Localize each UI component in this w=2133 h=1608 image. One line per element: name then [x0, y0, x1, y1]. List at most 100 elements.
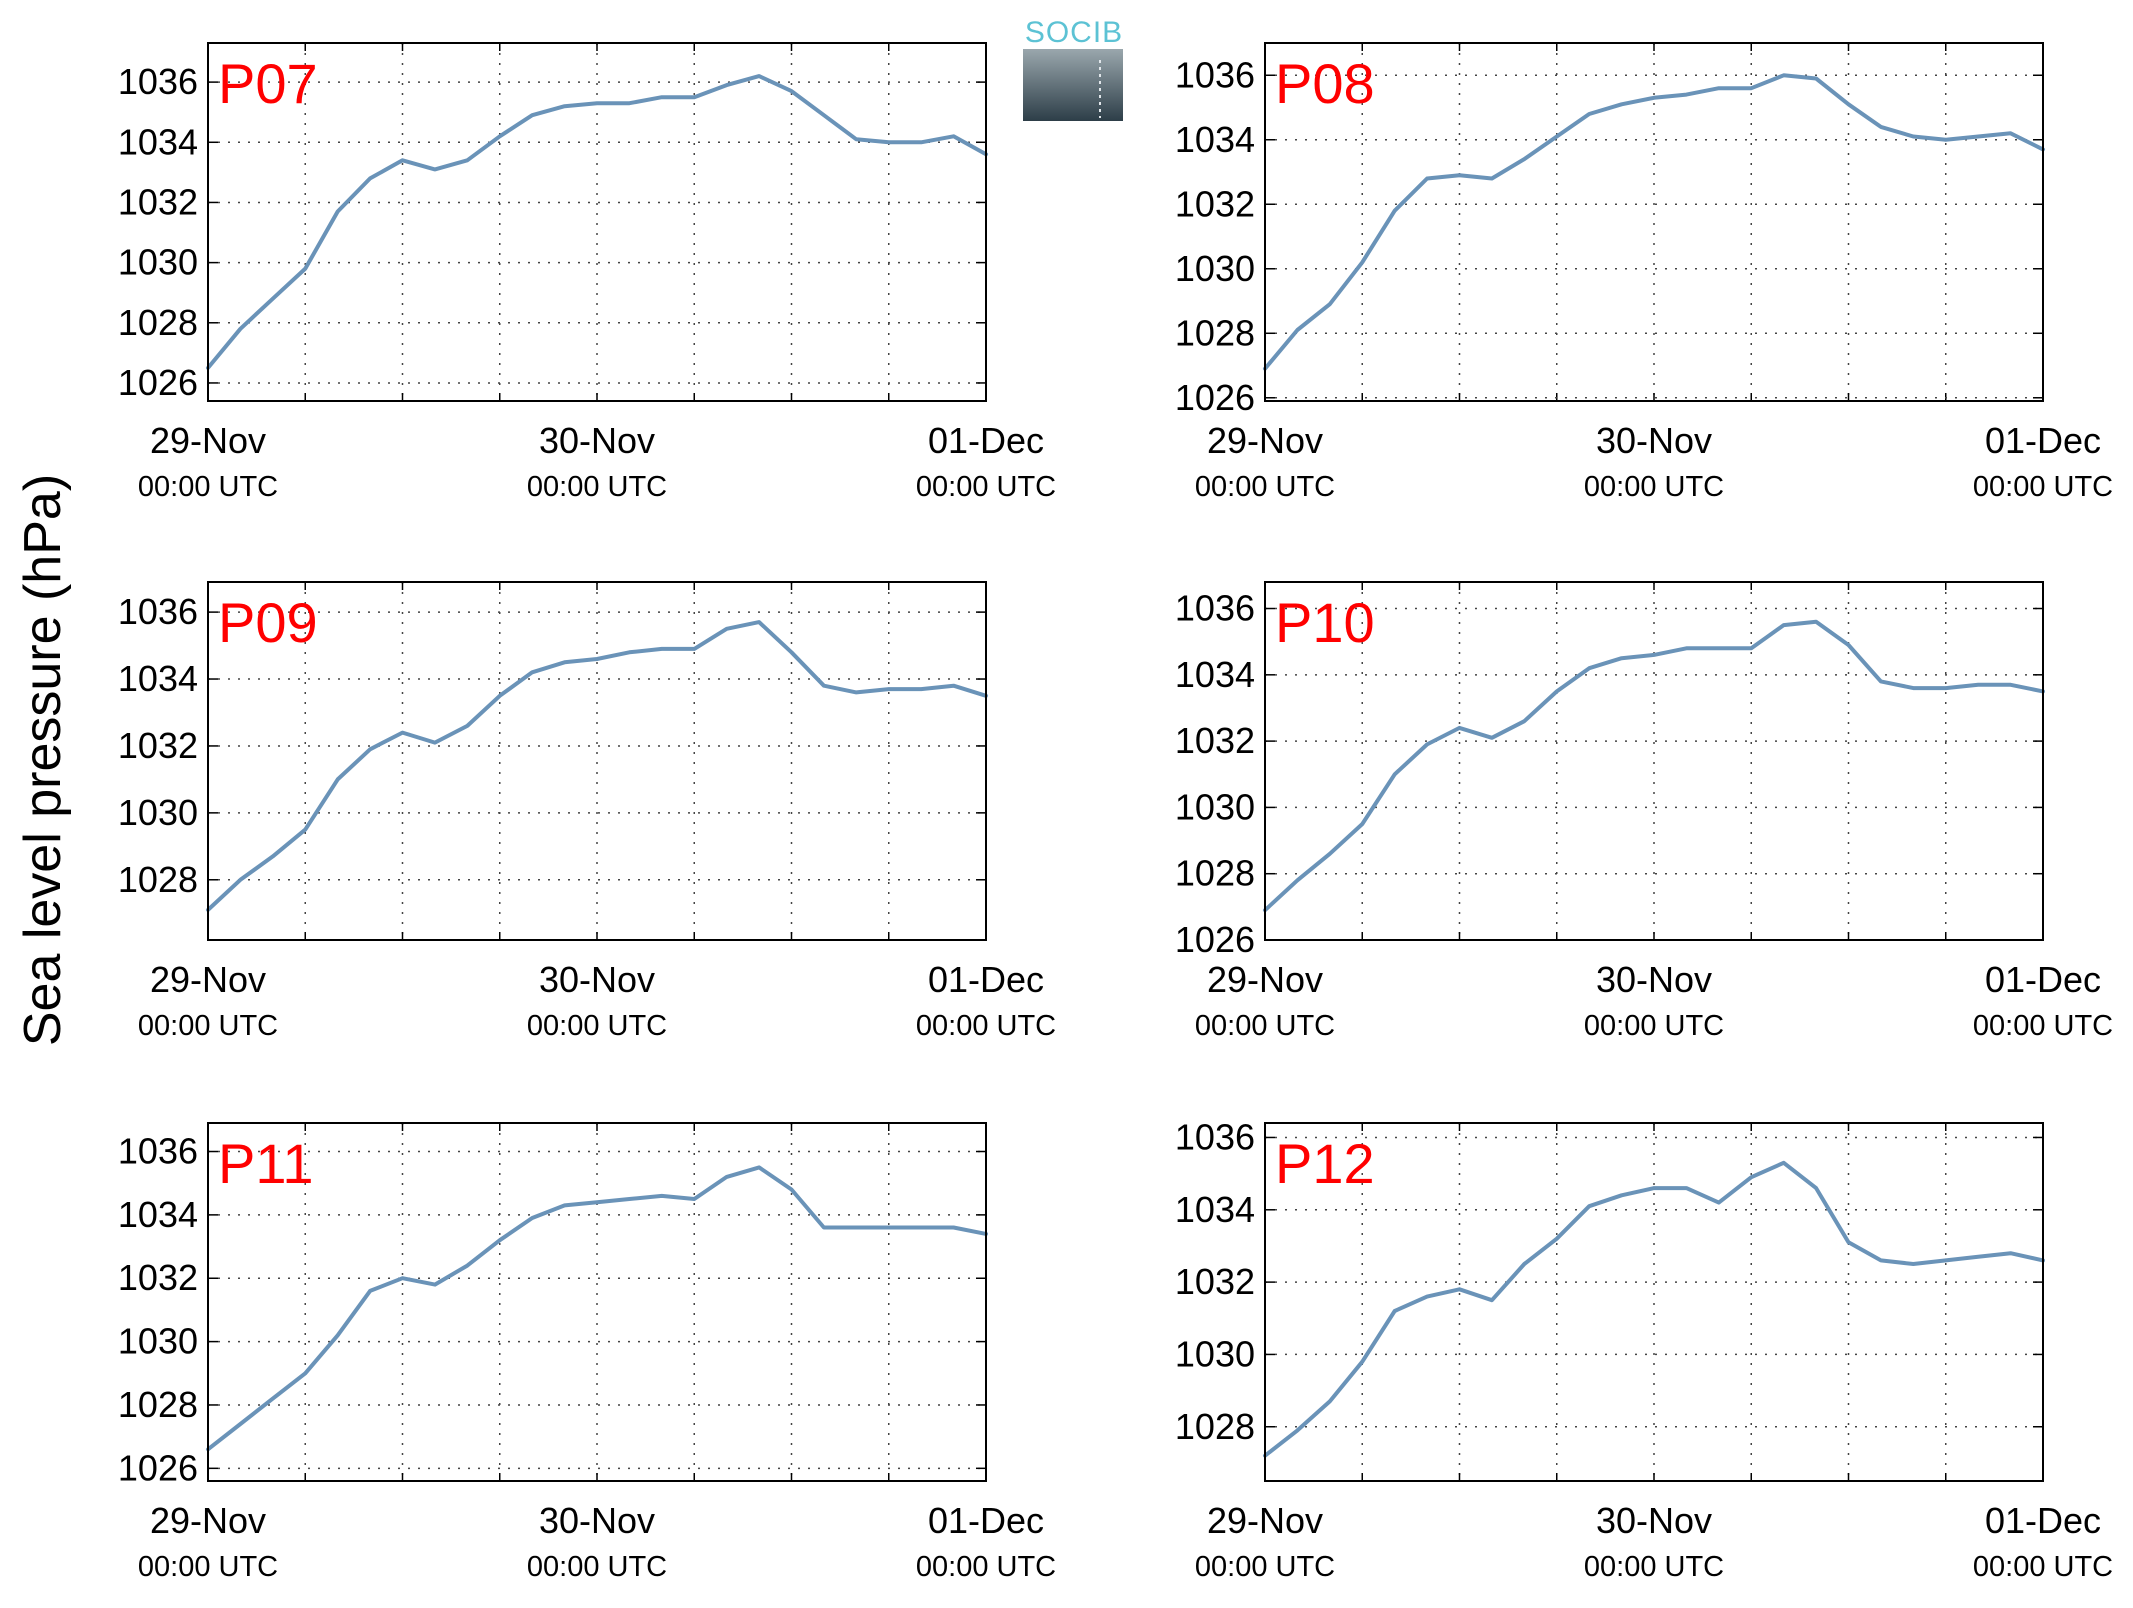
y-tick-label: 1034 [1175, 119, 1255, 160]
x-tick-sublabel: 00:00 UTC [1973, 1010, 2113, 1042]
series-line [1263, 619, 2045, 913]
y-tick-label: 1032 [118, 181, 198, 222]
x-tick-sublabel: 00:00 UTC [1584, 1010, 1724, 1042]
x-tick-label: 30-Nov [1596, 420, 1712, 461]
axes-frame [207, 1122, 987, 1482]
x-tick-sublabel: 00:00 UTC [916, 471, 1056, 503]
x-tick-label: 01-Dec [1985, 959, 2101, 1000]
y-tick-label: 1030 [1175, 1333, 1255, 1374]
x-tick-label: 29-Nov [150, 959, 266, 1000]
y-tick-label: 1036 [118, 1131, 198, 1172]
y-tick-label: 1032 [118, 1257, 198, 1298]
series-line [1263, 1160, 2045, 1458]
socib-logo-text: SOCIB [1025, 16, 1123, 49]
y-tick-label: 1032 [118, 725, 198, 766]
x-tick-label: 01-Dec [928, 959, 1044, 1000]
x-tick-sublabel: 00:00 UTC [1973, 1551, 2113, 1583]
axes-frame [1264, 1122, 2044, 1482]
x-tick-sublabel: 00:00 UTC [916, 1010, 1056, 1042]
x-tick-label: 01-Dec [1985, 420, 2101, 461]
y-tick-label: 1034 [1175, 654, 1255, 695]
axes-frame [207, 581, 987, 941]
x-tick-label: 30-Nov [539, 959, 655, 1000]
x-tick-sublabel: 00:00 UTC [138, 471, 278, 503]
panels: 1026 1028 1030 1032 1034 1036 29-Nov 00:00 UTC 3… [118, 42, 2113, 1583]
x-tick-sublabel: 00:00 UTC [527, 1010, 667, 1042]
panel-label: P12 [1275, 1132, 1375, 1195]
series-line [206, 74, 988, 370]
y-tick-label: 1028 [1175, 853, 1255, 894]
y-tick-label: 1032 [1175, 183, 1255, 224]
socib-logo-mark [1023, 49, 1123, 121]
plot-area [1265, 43, 2043, 401]
series-line [206, 1165, 988, 1452]
x-tick-sublabel: 00:00 UTC [1973, 471, 2113, 503]
x-tick-label: 29-Nov [1207, 1500, 1323, 1541]
x-tick-sublabel: 00:00 UTC [916, 1551, 1056, 1583]
series-line [206, 620, 988, 912]
y-axis-title: Sea level pressure (hPa) [14, 474, 72, 1046]
x-tick-sublabel: 00:00 UTC [138, 1010, 278, 1042]
y-tick-label: 1036 [1175, 54, 1255, 95]
panel-label: P07 [218, 52, 318, 115]
y-tick-label: 1036 [1175, 1116, 1255, 1157]
y-tick-label: 1028 [118, 302, 198, 343]
axes-frame [1264, 42, 2044, 402]
y-tick-label: 1026 [1175, 377, 1255, 418]
x-tick-sublabel: 00:00 UTC [1584, 471, 1724, 503]
x-tick-label: 29-Nov [1207, 420, 1323, 461]
chart-panel-p08: 1026 1028 1030 1032 1034 1036 29-Nov 00:00 UTC 3… [1175, 42, 2113, 503]
y-tick-label: 1030 [1175, 786, 1255, 827]
y-tick-label: 1032 [1175, 1261, 1255, 1302]
plot-area [208, 582, 986, 940]
x-tick-label: 01-Dec [928, 420, 1044, 461]
y-tick-label: 1028 [118, 859, 198, 900]
y-tick-label: 1034 [118, 658, 198, 699]
x-tick-label: 29-Nov [1207, 959, 1323, 1000]
axes-frame [207, 42, 987, 402]
x-tick-sublabel: 00:00 UTC [527, 1551, 667, 1583]
panel-label: P08 [1275, 52, 1375, 115]
x-tick-sublabel: 00:00 UTC [138, 1551, 278, 1583]
x-tick-sublabel: 00:00 UTC [1584, 1551, 1724, 1583]
y-tick-label: 1028 [1175, 312, 1255, 353]
x-tick-label: 30-Nov [539, 1500, 655, 1541]
plot-area [1265, 1123, 2043, 1481]
y-tick-label: 1030 [118, 792, 198, 833]
series-line [1263, 73, 2045, 371]
y-tick-label: 1032 [1175, 720, 1255, 761]
y-tick-label: 1036 [118, 591, 198, 632]
y-tick-label: 1034 [1175, 1189, 1255, 1230]
plot-area [1265, 582, 2043, 940]
x-tick-sublabel: 00:00 UTC [1195, 471, 1335, 503]
y-tick-label: 1026 [1175, 919, 1255, 960]
chart-panel-p07: 1026 1028 1030 1032 1034 1036 29-Nov 00:00 UTC 3… [118, 42, 1056, 503]
y-tick-label: 1036 [1175, 588, 1255, 629]
y-tick-label: 1028 [1175, 1406, 1255, 1447]
panel-label: P10 [1275, 591, 1375, 654]
chart-panel-p10: 1026 1028 1030 1032 1034 1036 29-Nov 00:00 UTC 3… [1175, 581, 2113, 1042]
y-tick-label: 1028 [118, 1384, 198, 1425]
chart-panel-p09: 1028 1030 1032 1034 1036 29-Nov 00:00 UTC 30-No… [118, 581, 1056, 1042]
x-tick-label: 29-Nov [150, 1500, 266, 1541]
x-tick-sublabel: 00:00 UTC [1195, 1010, 1335, 1042]
x-tick-label: 30-Nov [539, 420, 655, 461]
socib-logo: SOCIB [1023, 16, 1123, 121]
y-tick-label: 1026 [118, 362, 198, 403]
axes-frame [1264, 581, 2044, 941]
y-tick-label: 1034 [118, 121, 198, 162]
x-tick-label: 29-Nov [150, 420, 266, 461]
y-tick-label: 1030 [118, 1321, 198, 1362]
x-tick-label: 01-Dec [1985, 1500, 2101, 1541]
y-tick-label: 1030 [1175, 248, 1255, 289]
x-tick-sublabel: 00:00 UTC [1195, 1551, 1335, 1583]
panel-label: P11 [218, 1132, 313, 1195]
y-tick-label: 1030 [118, 242, 198, 283]
chart-panel-p11: 1026 1028 1030 1032 1034 1036 29-Nov 00:00 UTC 3… [118, 1122, 1056, 1583]
x-tick-sublabel: 00:00 UTC [527, 471, 667, 503]
y-tick-label: 1034 [118, 1194, 198, 1235]
panel-label: P09 [218, 591, 318, 654]
chart-panel-p12: 1028 1030 1032 1034 1036 29-Nov 00:00 UTC 30-No… [1175, 1116, 2113, 1583]
y-tick-label: 1026 [118, 1447, 198, 1488]
